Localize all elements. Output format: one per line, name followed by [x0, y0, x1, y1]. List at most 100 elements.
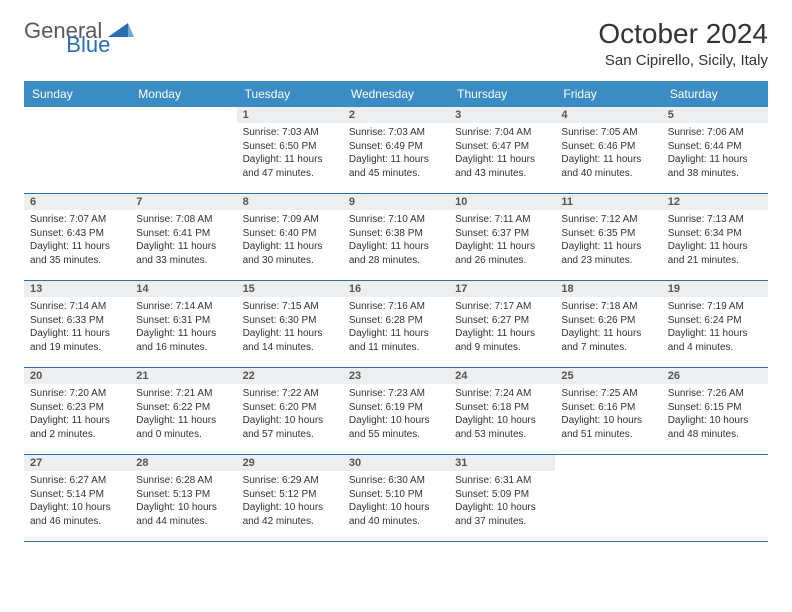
day-cell: 3Sunrise: 7:04 AMSunset: 6:47 PMDaylight… — [449, 107, 555, 193]
day-content: Sunrise: 7:06 AMSunset: 6:44 PMDaylight:… — [662, 123, 768, 183]
sunrise-text: Sunrise: 7:10 AM — [349, 213, 443, 227]
day-number: 2 — [343, 107, 449, 123]
daylight-text: Daylight: 11 hours and 2 minutes. — [30, 414, 124, 441]
daylight-text: Daylight: 10 hours and 53 minutes. — [455, 414, 549, 441]
sunset-text: Sunset: 6:15 PM — [668, 401, 762, 415]
day-content: Sunrise: 7:17 AMSunset: 6:27 PMDaylight:… — [449, 297, 555, 357]
sunset-text: Sunset: 6:19 PM — [349, 401, 443, 415]
daylight-text: Daylight: 11 hours and 47 minutes. — [243, 153, 337, 180]
sunset-text: Sunset: 6:26 PM — [561, 314, 655, 328]
day-cell: 16Sunrise: 7:16 AMSunset: 6:28 PMDayligh… — [343, 281, 449, 367]
daylight-text: Daylight: 11 hours and 43 minutes. — [455, 153, 549, 180]
sunrise-text: Sunrise: 6:30 AM — [349, 474, 443, 488]
sunset-text: Sunset: 5:09 PM — [455, 488, 549, 502]
day-header: Saturday — [662, 81, 768, 107]
day-content: Sunrise: 7:11 AMSunset: 6:37 PMDaylight:… — [449, 210, 555, 270]
day-cell: 11Sunrise: 7:12 AMSunset: 6:35 PMDayligh… — [555, 194, 661, 280]
sunset-text: Sunset: 6:27 PM — [455, 314, 549, 328]
sunset-text: Sunset: 5:10 PM — [349, 488, 443, 502]
daylight-text: Daylight: 11 hours and 28 minutes. — [349, 240, 443, 267]
day-number: 1 — [237, 107, 343, 123]
day-number — [555, 455, 661, 471]
day-cell: 21Sunrise: 7:21 AMSunset: 6:22 PMDayligh… — [130, 368, 236, 454]
day-content — [24, 123, 130, 129]
day-cell: 27Sunrise: 6:27 AMSunset: 5:14 PMDayligh… — [24, 455, 130, 541]
day-content: Sunrise: 7:16 AMSunset: 6:28 PMDaylight:… — [343, 297, 449, 357]
sunrise-text: Sunrise: 7:16 AM — [349, 300, 443, 314]
day-cell — [662, 455, 768, 541]
sunrise-text: Sunrise: 7:08 AM — [136, 213, 230, 227]
sunrise-text: Sunrise: 6:28 AM — [136, 474, 230, 488]
day-cell: 14Sunrise: 7:14 AMSunset: 6:31 PMDayligh… — [130, 281, 236, 367]
day-number: 4 — [555, 107, 661, 123]
day-content — [555, 471, 661, 477]
sunrise-text: Sunrise: 6:31 AM — [455, 474, 549, 488]
day-number: 5 — [662, 107, 768, 123]
day-cell: 15Sunrise: 7:15 AMSunset: 6:30 PMDayligh… — [237, 281, 343, 367]
daylight-text: Daylight: 10 hours and 55 minutes. — [349, 414, 443, 441]
day-cell: 18Sunrise: 7:18 AMSunset: 6:26 PMDayligh… — [555, 281, 661, 367]
day-number: 18 — [555, 281, 661, 297]
sunrise-text: Sunrise: 7:20 AM — [30, 387, 124, 401]
sunrise-text: Sunrise: 7:18 AM — [561, 300, 655, 314]
day-cell: 26Sunrise: 7:26 AMSunset: 6:15 PMDayligh… — [662, 368, 768, 454]
sunrise-text: Sunrise: 6:27 AM — [30, 474, 124, 488]
day-number: 29 — [237, 455, 343, 471]
day-number: 25 — [555, 368, 661, 384]
daylight-text: Daylight: 11 hours and 9 minutes. — [455, 327, 549, 354]
sunrise-text: Sunrise: 7:15 AM — [243, 300, 337, 314]
daylight-text: Daylight: 11 hours and 45 minutes. — [349, 153, 443, 180]
sunrise-text: Sunrise: 7:24 AM — [455, 387, 549, 401]
day-cell: 19Sunrise: 7:19 AMSunset: 6:24 PMDayligh… — [662, 281, 768, 367]
sunset-text: Sunset: 6:22 PM — [136, 401, 230, 415]
day-number: 3 — [449, 107, 555, 123]
sunset-text: Sunset: 6:33 PM — [30, 314, 124, 328]
daylight-text: Daylight: 11 hours and 30 minutes. — [243, 240, 337, 267]
day-cell: 2Sunrise: 7:03 AMSunset: 6:49 PMDaylight… — [343, 107, 449, 193]
day-content: Sunrise: 7:14 AMSunset: 6:31 PMDaylight:… — [130, 297, 236, 357]
header: General Blue October 2024 San Cipirello,… — [24, 18, 768, 69]
daylight-text: Daylight: 10 hours and 51 minutes. — [561, 414, 655, 441]
day-content: Sunrise: 7:03 AMSunset: 6:50 PMDaylight:… — [237, 123, 343, 183]
day-number: 30 — [343, 455, 449, 471]
day-number: 7 — [130, 194, 236, 210]
sunrise-text: Sunrise: 7:14 AM — [136, 300, 230, 314]
day-cell: 23Sunrise: 7:23 AMSunset: 6:19 PMDayligh… — [343, 368, 449, 454]
day-content: Sunrise: 7:25 AMSunset: 6:16 PMDaylight:… — [555, 384, 661, 444]
sunset-text: Sunset: 6:18 PM — [455, 401, 549, 415]
day-cell: 17Sunrise: 7:17 AMSunset: 6:27 PMDayligh… — [449, 281, 555, 367]
daylight-text: Daylight: 11 hours and 38 minutes. — [668, 153, 762, 180]
day-number: 20 — [24, 368, 130, 384]
day-content: Sunrise: 7:24 AMSunset: 6:18 PMDaylight:… — [449, 384, 555, 444]
day-number: 24 — [449, 368, 555, 384]
title-block: October 2024 San Cipirello, Sicily, Ital… — [598, 18, 768, 69]
day-number: 15 — [237, 281, 343, 297]
day-content: Sunrise: 7:12 AMSunset: 6:35 PMDaylight:… — [555, 210, 661, 270]
day-number: 12 — [662, 194, 768, 210]
daylight-text: Daylight: 10 hours and 42 minutes. — [243, 501, 337, 528]
sunrise-text: Sunrise: 7:13 AM — [668, 213, 762, 227]
day-cell — [555, 455, 661, 541]
day-cell: 24Sunrise: 7:24 AMSunset: 6:18 PMDayligh… — [449, 368, 555, 454]
week-row: 1Sunrise: 7:03 AMSunset: 6:50 PMDaylight… — [24, 107, 768, 194]
day-cell: 20Sunrise: 7:20 AMSunset: 6:23 PMDayligh… — [24, 368, 130, 454]
day-number: 14 — [130, 281, 236, 297]
day-number: 27 — [24, 455, 130, 471]
day-content: Sunrise: 7:19 AMSunset: 6:24 PMDaylight:… — [662, 297, 768, 357]
sunset-text: Sunset: 6:38 PM — [349, 227, 443, 241]
daylight-text: Daylight: 11 hours and 16 minutes. — [136, 327, 230, 354]
sunset-text: Sunset: 6:41 PM — [136, 227, 230, 241]
sunset-text: Sunset: 6:30 PM — [243, 314, 337, 328]
day-cell: 1Sunrise: 7:03 AMSunset: 6:50 PMDaylight… — [237, 107, 343, 193]
day-content: Sunrise: 7:18 AMSunset: 6:26 PMDaylight:… — [555, 297, 661, 357]
sunset-text: Sunset: 5:12 PM — [243, 488, 337, 502]
day-content — [130, 123, 236, 129]
day-number — [130, 107, 236, 123]
daylight-text: Daylight: 11 hours and 0 minutes. — [136, 414, 230, 441]
sunrise-text: Sunrise: 7:26 AM — [668, 387, 762, 401]
calendar-page: General Blue October 2024 San Cipirello,… — [0, 0, 792, 560]
week-row: 6Sunrise: 7:07 AMSunset: 6:43 PMDaylight… — [24, 194, 768, 281]
day-cell: 29Sunrise: 6:29 AMSunset: 5:12 PMDayligh… — [237, 455, 343, 541]
sunset-text: Sunset: 6:35 PM — [561, 227, 655, 241]
day-header: Monday — [130, 81, 236, 107]
